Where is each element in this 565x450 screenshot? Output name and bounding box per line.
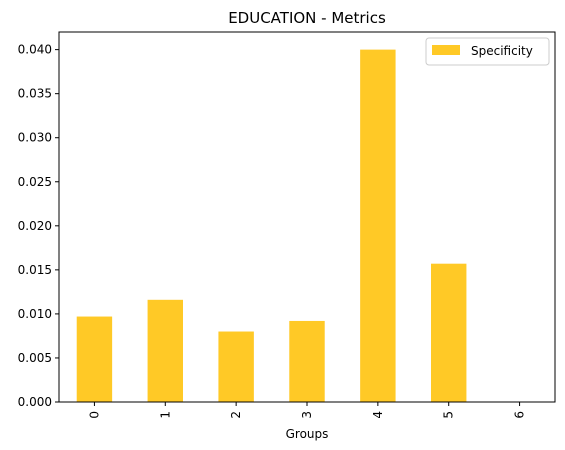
x-tick-label: 2: [229, 411, 243, 419]
x-tick-label: 1: [158, 411, 172, 419]
chart-title: EDUCATION - Metrics: [228, 9, 386, 27]
x-tick-label: 5: [442, 411, 456, 419]
legend-swatch: [432, 45, 460, 55]
x-axis-label: Groups: [286, 427, 329, 441]
bar-5: [431, 263, 467, 402]
bar-3: [289, 320, 325, 402]
x-tick-label: 0: [87, 411, 101, 419]
x-axis: 0 1 2 3 4 5 6: [87, 402, 527, 419]
legend: Specificity: [425, 37, 550, 66]
plot-frame: [58, 31, 556, 403]
y-axis: 0.000 0.005 0.010 0.015 0.020 0.025 0.030 0.035…: [18, 43, 59, 409]
x-tick-label: 4: [371, 411, 385, 419]
y-tick-label: 0.040: [18, 43, 52, 57]
x-tick-label: 6: [513, 411, 527, 419]
y-tick-label: 0.030: [18, 131, 52, 145]
y-tick-label: 0.000: [18, 395, 52, 409]
y-tick-label: 0.015: [18, 263, 52, 277]
y-tick-label: 0.020: [18, 219, 52, 233]
y-tick-label: 0.035: [18, 87, 52, 101]
legend-box: [425, 37, 550, 66]
legend-label: Specificity: [471, 44, 533, 58]
bar-4: [360, 49, 396, 402]
x-tick-label: 3: [300, 411, 314, 419]
bars-group: [76, 49, 467, 402]
y-tick-label: 0.025: [18, 175, 52, 189]
bar-0: [76, 316, 113, 402]
bar-2: [218, 331, 254, 402]
bar-1: [147, 299, 183, 402]
y-tick-label: 0.010: [18, 307, 52, 321]
y-tick-label: 0.005: [18, 351, 52, 365]
